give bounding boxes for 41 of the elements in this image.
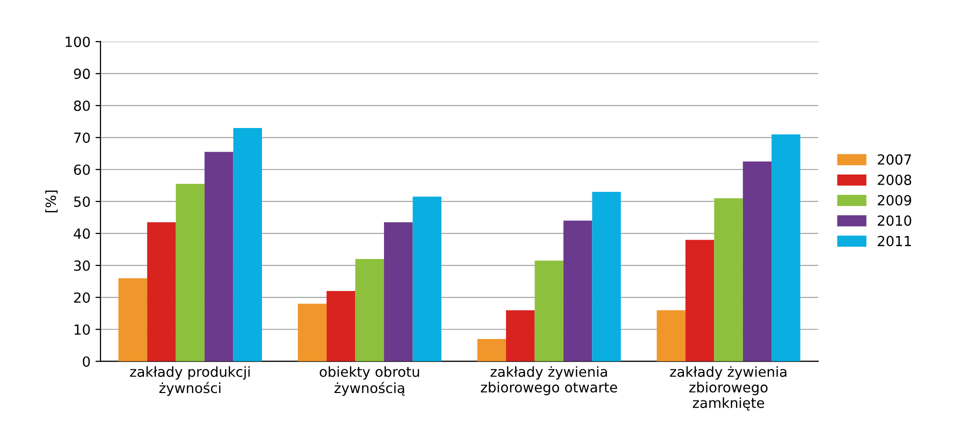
bar [685,240,714,362]
y-tick-label: 90 [74,68,90,80]
bar [772,134,800,362]
x-tick-label: zakłady żywienia zbiorowego zamknięte [670,366,786,411]
y-axis-title: [%] [45,190,58,212]
legend-label: 2010 [878,215,912,226]
bar [384,222,413,362]
x-tick-label: zakłady produkcji żywności [130,366,250,396]
bar [233,128,262,362]
bar [506,310,535,362]
y-tick-label: 60 [74,164,90,175]
bar [298,304,327,362]
legend-label: 2009 [878,195,912,206]
y-tick-label: 80 [74,100,90,112]
x-tick-label: obiekty obrotu żywnością [320,366,420,396]
legend-label: 2011 [878,236,911,246]
bar [477,338,506,362]
bar [742,162,772,362]
y-tick-label: 0 [82,356,90,367]
y-tick-label: 30 [74,260,90,271]
y-tick-label: 50 [74,196,90,207]
bar [147,222,176,362]
bar [412,196,442,362]
bar [563,220,592,362]
x-tick-label: zakłady żywienia zbiorowego otwarte [480,366,618,396]
y-tick-label: 20 [74,292,90,303]
bar [714,198,743,362]
bar [355,259,384,362]
legend-label: 2008 [878,174,912,186]
y-tick-label: 70 [74,132,90,144]
bar [204,152,234,362]
bar [326,291,356,362]
bar [534,260,564,362]
bar [118,278,148,362]
bar [176,184,205,362]
bar [592,192,621,362]
legend-label: 2007 [878,154,911,165]
y-tick-label: 100 [66,36,90,48]
y-tick-label: 10 [74,324,90,335]
bar [656,310,686,362]
y-tick-label: 40 [74,228,90,239]
